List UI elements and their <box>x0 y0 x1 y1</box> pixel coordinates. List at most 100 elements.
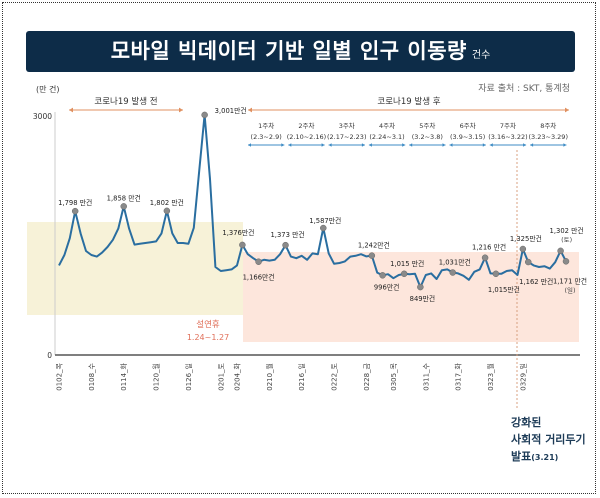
title-banner: 모바일 빅데이터 기반 일별 인구 이동량 건수 <box>26 31 575 72</box>
data-point-marker <box>379 272 386 279</box>
x-tick-label: 0102_목 <box>56 362 64 390</box>
week-range: (3.9~3.15) <box>450 133 485 141</box>
holiday-label: 설연휴 <box>196 319 220 330</box>
week-arrow-left-head <box>489 143 493 147</box>
data-label: 1,015 만건 <box>390 259 424 268</box>
week-label: 2주차 <box>298 121 314 130</box>
data-point-marker <box>481 254 489 261</box>
data-label: 1,798 만건 <box>58 198 92 207</box>
data-point-marker <box>524 258 532 266</box>
week-range: (2.24~3.1) <box>369 133 404 141</box>
x-tick-label: 0108_수 <box>88 362 96 390</box>
data-label: 1,015만건 <box>488 285 520 294</box>
week-arrow-left-head <box>368 143 372 147</box>
week-range: (2.3~2.9) <box>251 133 282 141</box>
data-label: 1,031만건 <box>439 258 471 267</box>
pre-covid-arrow-right-head <box>179 107 183 113</box>
page-frame <box>2 2 596 494</box>
data-label: 1,302 만건 <box>550 226 584 235</box>
data-label: 1,587만건 <box>309 216 341 225</box>
policy-note: 강화된 사회적 거리두기 발표(3.21) <box>511 414 586 466</box>
series-line <box>58 113 567 289</box>
data-label: 1,166만건 <box>243 273 275 282</box>
x-tick-label: 0228_금 <box>363 362 371 390</box>
y-axis-unit: (만 건) <box>36 84 60 94</box>
x-tick-label: 0120_월 <box>152 363 161 391</box>
data-point-marker <box>449 269 456 276</box>
week-range: (3.23~3.29) <box>529 133 568 141</box>
week-arrow-left-head <box>530 143 534 147</box>
data-label: 3,001만건 <box>215 106 247 115</box>
note-line-2: 사회적 거리두기 <box>511 433 586 446</box>
pre-covid-band <box>27 222 243 315</box>
post-covid-arrow-right-head <box>565 107 569 113</box>
chart-title: 모바일 빅데이터 기반 일별 인구 이동량 <box>110 39 467 63</box>
data-point-marker <box>557 247 564 255</box>
data-label: 1,858 만건 <box>107 193 141 202</box>
week-arrow-left-head <box>288 143 292 147</box>
week-arrow-right-head <box>321 143 325 147</box>
data-label: 1,162 만건 <box>519 277 553 286</box>
y-tick-label: 0 <box>47 351 52 360</box>
data-point-marker <box>120 203 127 210</box>
post-covid-arrow-left-head <box>248 107 252 113</box>
note-line-1: 강화된 <box>511 416 542 429</box>
week-label: 7주차 <box>500 121 516 130</box>
week-label: 8주차 <box>540 121 556 130</box>
week-range: (2.10~2.16) <box>287 133 326 141</box>
x-tick-label: 0305_목 <box>390 362 398 390</box>
week-label: 1주차 <box>258 121 274 130</box>
x-tick-label: 0126_일 <box>184 363 193 391</box>
week-arrow-right-head <box>442 143 446 147</box>
data-label: 849만건 <box>410 294 435 303</box>
source-note: 자료 출처 : SKT, 통계청 <box>478 84 570 94</box>
title-unit: 건수 <box>471 50 491 61</box>
x-tick-label: 0201_토 <box>217 362 225 390</box>
week-range: (3.2~3.8) <box>412 133 443 141</box>
week-arrow-left-head <box>409 143 413 147</box>
post-covid-band <box>243 252 579 342</box>
x-tick-label: 0317_화 <box>455 362 463 390</box>
data-point-marker <box>255 258 262 265</box>
y-tick-label: 3000 <box>33 112 52 121</box>
data-point-marker <box>417 283 424 291</box>
x-tick-label: 0114_화 <box>120 362 128 390</box>
week-arrow-right-head <box>281 143 285 147</box>
data-label: 1,171 만건 <box>553 276 587 285</box>
week-arrow-right-head <box>402 143 406 147</box>
week-arrow-left-head <box>328 143 332 147</box>
week-label: 6주차 <box>460 121 476 130</box>
x-tick-label: 0210_월 <box>265 363 274 391</box>
note-date: (3.21) <box>531 453 559 462</box>
data-label: 1,242만건 <box>358 241 390 250</box>
x-tick-label: 0222_토 <box>331 362 339 390</box>
x-tick-label: 0216_일 <box>297 363 306 391</box>
data-point-marker <box>71 207 79 215</box>
data-label: 1,373 만건 <box>270 230 304 239</box>
x-tick-label: 0311_수 <box>422 362 430 390</box>
data-point-marker <box>282 241 289 249</box>
data-label: 1,325만건 <box>510 234 542 243</box>
data-label: 1,376만건 <box>222 228 254 237</box>
week-label: 4주차 <box>379 121 395 130</box>
week-arrow-right-head <box>482 143 486 147</box>
data-point-marker <box>519 245 527 253</box>
x-tick-label: 0323_월 <box>486 363 495 391</box>
week-arrow-left-head <box>248 143 251 147</box>
data-label: 1,802 만건 <box>150 198 184 207</box>
week-arrow-left-head <box>449 143 453 147</box>
data-point-marker <box>239 241 246 249</box>
data-label: 996만건 <box>374 282 399 291</box>
data-point-marker <box>368 252 376 259</box>
data-point-marker <box>400 270 408 278</box>
week-arrow-right-head <box>523 143 527 147</box>
pre-covid-arrow-left-head <box>69 107 73 113</box>
week-label: 5주차 <box>419 121 435 130</box>
note-line-3: 발표 <box>511 450 532 463</box>
data-point-marker <box>320 224 327 232</box>
week-label: 3주차 <box>339 121 355 130</box>
pre-covid-label: 코로나19 발생 전 <box>94 96 157 107</box>
data-label-day: (토) <box>561 236 572 244</box>
week-arrow-right-head <box>563 143 567 147</box>
